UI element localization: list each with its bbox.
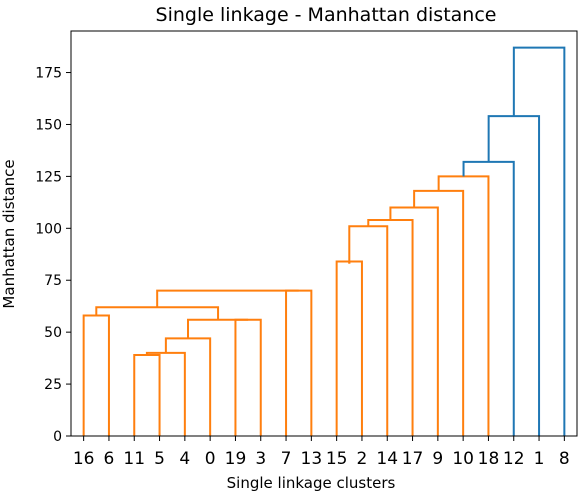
dendrogram-link-13 [389,206,439,436]
leaf-label-5: 5 [154,449,165,469]
dendrogram-link-0 [82,314,110,436]
dendrogram-link-8 [156,289,299,308]
plot-frame [70,30,578,437]
dendrogram-link-1 [133,354,161,436]
leaf-label-11: 11 [123,449,145,469]
y-tick-label: 125 [35,169,62,185]
dendrogram-links [82,46,566,436]
dendrogram-link-2 [145,351,186,436]
dendrogram-link-12 [367,219,414,436]
leaf-label-8: 8 [559,449,570,469]
leaf-label-19: 19 [225,449,247,469]
leaf-label-16: 16 [73,449,95,469]
dendrogram-link-17 [487,115,541,436]
leaf-label-1: 1 [534,449,545,469]
y-tick-label: 0 [53,429,62,445]
y-tick-label: 75 [44,273,62,289]
leaf-label-6: 6 [104,449,115,469]
dendrogram-link-7 [285,289,313,436]
dendrogram-link-5 [187,318,249,339]
leaf-label-7: 7 [281,449,292,469]
dendrogram-link-6 [95,306,220,320]
leaf-label-3: 3 [255,449,266,469]
y-tick-label: 100 [35,221,62,237]
leaf-label-4: 4 [179,449,190,469]
leaf-label-2: 2 [357,449,368,469]
y-tick-label: 150 [35,117,62,133]
leaf-label-17: 17 [402,449,424,469]
leaf-label-18: 18 [478,449,500,469]
leaf-label-13: 13 [301,449,323,469]
leaf-label-9: 9 [432,449,443,469]
chart-title: Single linkage - Manhattan distance [156,4,497,26]
dendrogram-link-11 [348,225,389,436]
dendrogram-link-3 [164,337,212,436]
y-tick-label: 25 [44,377,62,393]
y-tick-label: 50 [44,325,62,341]
leaf-label-15: 15 [326,449,348,469]
dendrogram-link-9 [335,260,363,436]
x-axis-label: Single linkage clusters [227,474,396,492]
x-axis-leaf-labels: 16 6 11 5 4 0 19 3 7 13 15 2 14 17 9 10 18 12 1 8 [73,436,570,469]
leaf-label-12: 12 [503,449,525,469]
dendrogram-link-15 [437,175,490,436]
y-axis-label: Manhattan distance [0,159,18,308]
y-tick-label: 175 [35,66,62,82]
leaf-label-0: 0 [205,449,216,469]
dendrogram-link-4 [234,318,262,436]
y-axis: 0 25 50 75 100 125 150 175 [35,66,71,445]
leaf-label-14: 14 [376,449,398,469]
dendrogram-link-18 [512,46,566,436]
leaf-label-10: 10 [452,449,474,469]
